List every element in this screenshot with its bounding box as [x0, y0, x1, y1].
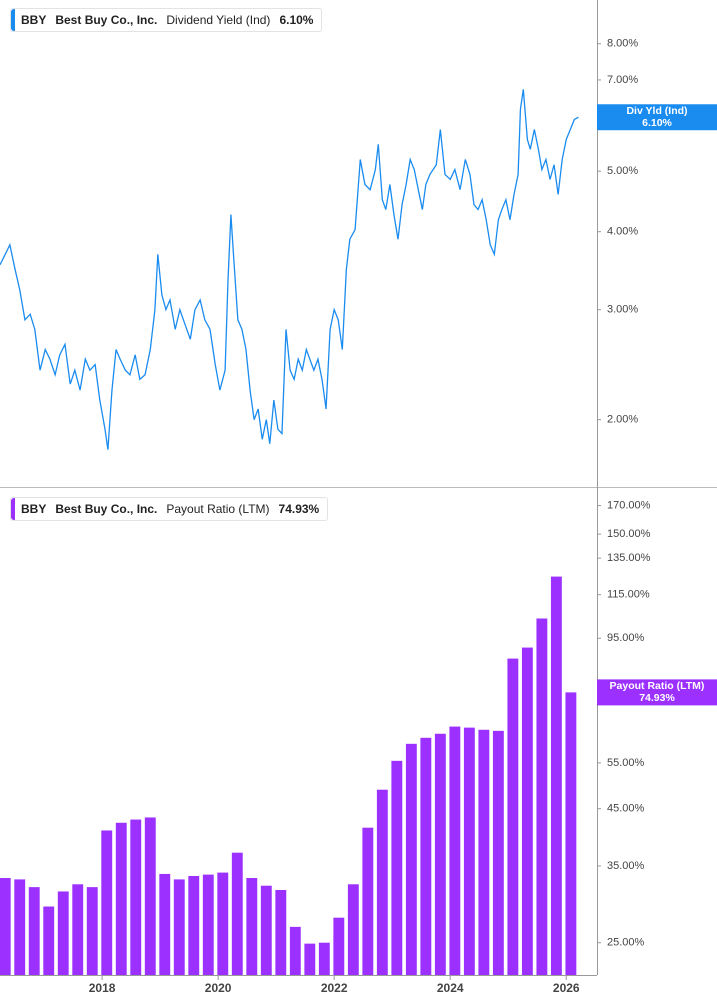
bar — [492, 730, 504, 975]
bar — [188, 875, 200, 975]
x-tick-label: 2026 — [553, 981, 580, 995]
tag-value: 74.93% — [639, 692, 675, 704]
last-value-tag — [597, 679, 717, 706]
tag-label: Div Yld (Ind) — [626, 105, 687, 117]
legend-header: BBY Best Buy Co., Inc. Dividend Yield (I… — [10, 8, 323, 32]
bar — [57, 891, 69, 975]
bar — [260, 885, 272, 975]
bar — [72, 884, 84, 975]
ticker: BBY — [21, 502, 47, 516]
y-tick-label: 150.00% — [607, 528, 651, 540]
bar — [318, 942, 330, 975]
bar — [434, 733, 446, 975]
bar — [246, 878, 258, 975]
bar — [376, 789, 388, 975]
y-tick-label: 5.00% — [607, 165, 638, 177]
bar — [449, 726, 461, 975]
x-tick-label: 2022 — [321, 981, 348, 995]
legend-swatch — [11, 9, 15, 31]
y-tick-label: 170.00% — [607, 499, 651, 511]
bar — [347, 884, 359, 975]
tag-label: Payout Ratio (LTM) — [610, 680, 705, 692]
bar — [391, 760, 403, 975]
bar — [231, 852, 243, 975]
y-tick-label: 4.00% — [607, 226, 638, 238]
bar — [86, 887, 98, 975]
bar — [507, 658, 519, 975]
legend-swatch — [11, 498, 15, 520]
bar — [217, 872, 229, 975]
legend-entry: Payout Ratio (LTM) — [166, 502, 270, 516]
y-tick-label: 95.00% — [607, 632, 645, 644]
bar — [550, 576, 562, 975]
bar — [202, 874, 214, 975]
ticker: BBY — [21, 13, 47, 27]
y-tick-label: 2.00% — [607, 414, 638, 426]
y-tick-label: 55.00% — [607, 757, 645, 769]
bar — [101, 830, 113, 975]
legend-entry: Dividend Yield (Ind) — [166, 13, 271, 27]
bar — [115, 822, 127, 975]
bar — [420, 737, 432, 975]
y-tick-label: 25.00% — [607, 937, 645, 949]
bar — [463, 727, 475, 975]
bar — [536, 618, 548, 975]
y-tick-label: 7.00% — [607, 74, 638, 86]
tag-value: 6.10% — [642, 117, 672, 129]
x-tick-label: 2020 — [205, 981, 232, 995]
bar — [14, 879, 26, 975]
x-tick-label: 2024 — [437, 981, 464, 995]
y-tick-label: 115.00% — [607, 589, 650, 601]
bar — [304, 943, 316, 975]
bar — [43, 906, 55, 975]
bar — [478, 729, 490, 975]
bar — [362, 827, 374, 975]
bar — [130, 819, 142, 975]
bar — [289, 926, 301, 975]
bar — [405, 743, 417, 975]
y-tick-label: 3.00% — [607, 304, 638, 316]
bar — [333, 917, 345, 975]
legend-value: 74.93% — [278, 502, 320, 516]
line-series — [0, 89, 579, 450]
legend-header: BBY Best Buy Co., Inc. Payout Ratio (LTM… — [10, 497, 329, 521]
last-value-tag — [597, 104, 717, 131]
bar — [144, 817, 156, 975]
legend-value: 6.10% — [279, 13, 314, 27]
bar — [28, 887, 40, 975]
x-tick-label: 2018 — [89, 981, 116, 995]
bar — [159, 873, 171, 975]
company: Best Buy Co., Inc. — [55, 502, 158, 516]
bar — [0, 878, 11, 975]
bar — [565, 692, 577, 975]
bar — [173, 879, 185, 975]
y-tick-label: 45.00% — [607, 803, 645, 815]
y-tick-label: 135.00% — [607, 552, 651, 564]
y-tick-label: 35.00% — [607, 860, 645, 872]
bar — [275, 890, 287, 975]
company: Best Buy Co., Inc. — [55, 13, 158, 27]
bar — [521, 647, 533, 975]
y-tick-label: 8.00% — [607, 38, 638, 50]
